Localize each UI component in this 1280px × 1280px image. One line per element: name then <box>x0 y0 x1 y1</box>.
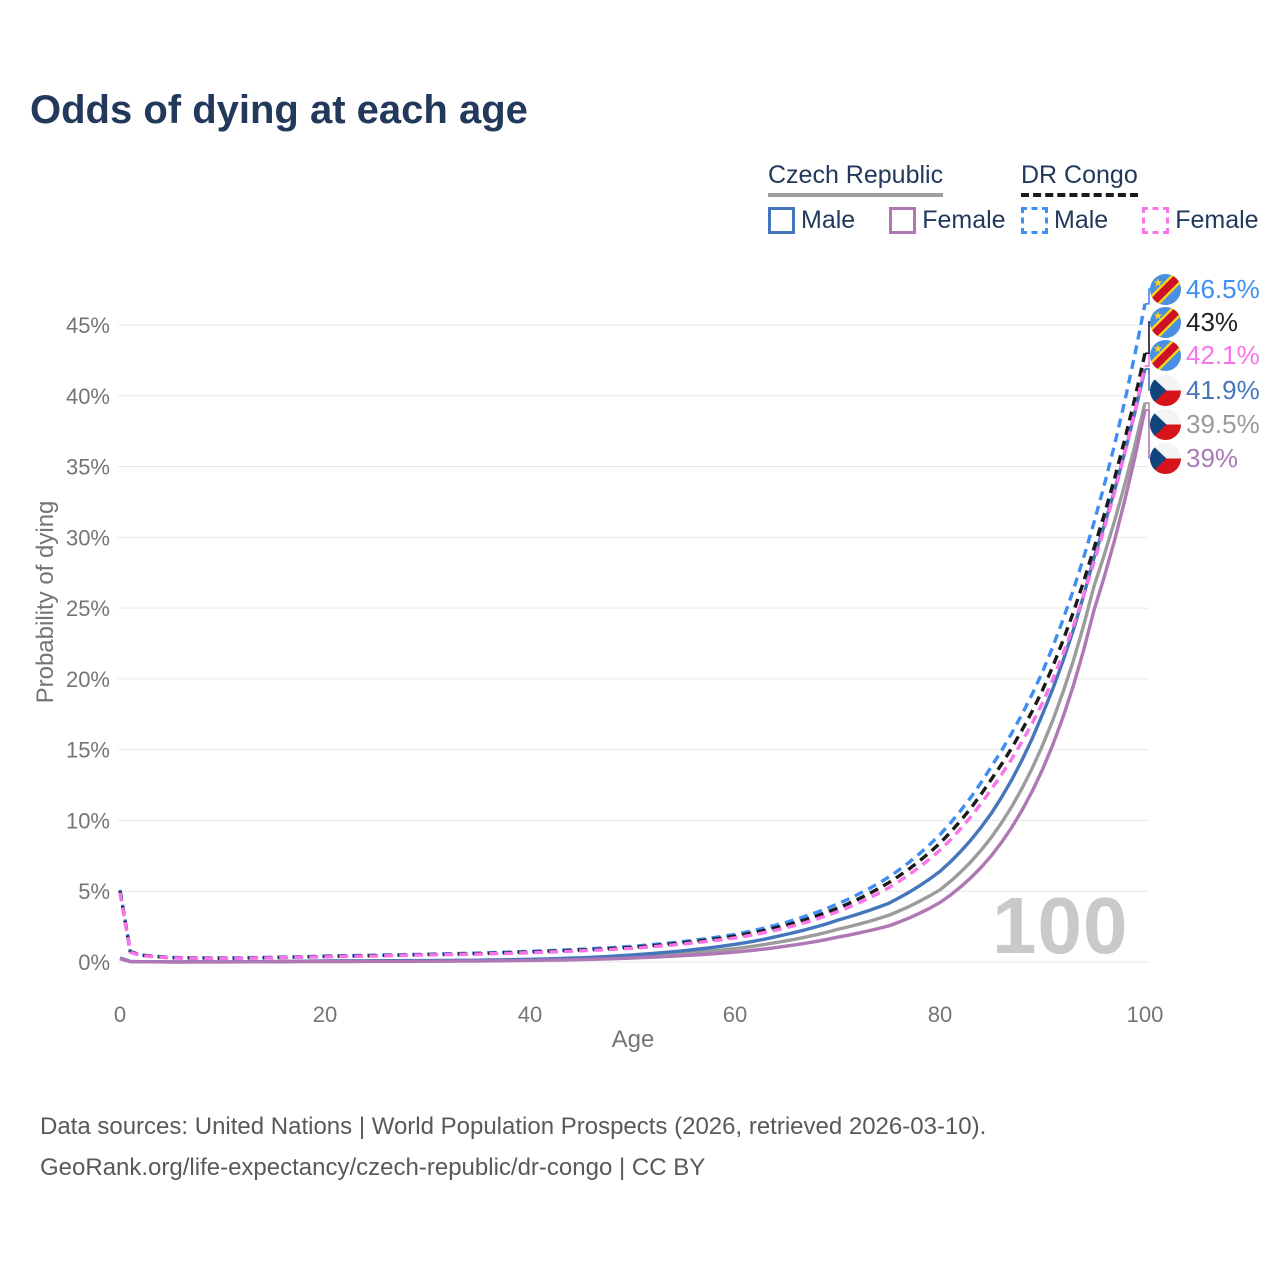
y-tick-label: 40% <box>66 384 110 409</box>
y-tick-label: 45% <box>66 313 110 338</box>
x-tick-label: 40 <box>518 1002 542 1027</box>
x-axis-title: Age <box>611 1026 655 1053</box>
y-axis-title: Probability of dying <box>32 500 59 704</box>
dr-congo-flag-icon <box>1150 307 1181 338</box>
y-tick-label: 30% <box>66 525 110 550</box>
y-tick-label: 5% <box>78 879 110 904</box>
y-tick-label: 0% <box>78 950 110 975</box>
x-tick-label: 100 <box>1127 1002 1164 1027</box>
end-label-value: 43% <box>1186 306 1239 337</box>
page-title: Odds of dying at each age <box>30 88 528 132</box>
legend-row: Male Female <box>768 206 1006 235</box>
legend-item-drc-male: Male <box>1021 206 1108 235</box>
x-tick-label: 0 <box>114 1002 126 1027</box>
end-label-value: 41.9% <box>1186 374 1260 405</box>
series-line-cz-male <box>119 368 1147 964</box>
czech-republic-flag-icon <box>1150 409 1181 440</box>
series-line-drc-both <box>118 352 1147 960</box>
drc-female-line-swatch-icon <box>1142 207 1170 234</box>
end-label-czech-both: 39.5% <box>1150 408 1260 440</box>
x-tick-label: 80 <box>928 1002 952 1027</box>
legend-row: Male Female <box>1021 206 1259 235</box>
source-line-2: GeoRank.org/life-expectancy/czech-republ… <box>40 1154 706 1181</box>
series-line-drc-female <box>118 365 1147 961</box>
legend-item-czech-female: Female <box>889 206 1006 235</box>
czech-republic-flag-icon <box>1150 443 1181 474</box>
dr-congo-flag-icon <box>1150 340 1181 371</box>
end-label-czech-male: 41.9% <box>1150 374 1260 406</box>
legend-dr-congo-label: DR Congo <box>1021 161 1138 197</box>
end-label-value: 39% <box>1186 442 1239 473</box>
watermark-100: 100 <box>992 881 1129 970</box>
dr-congo-flag-icon <box>1150 274 1181 305</box>
source-line-1: Data sources: United Nations | World Pop… <box>40 1113 987 1140</box>
end-label-value: 46.5% <box>1186 273 1260 304</box>
series-line-drc-male <box>118 303 1147 960</box>
y-tick-label: 15% <box>66 738 110 763</box>
legend-item-drc-female: Female <box>1142 206 1259 235</box>
y-tick-label: 10% <box>66 808 110 833</box>
end-label-drc-male: 46.5% <box>1150 273 1260 305</box>
end-label-value: 42.1% <box>1186 339 1260 370</box>
y-tick-label: 20% <box>66 667 110 692</box>
end-label-czech-female: 39% <box>1150 442 1238 474</box>
legend-item-czech-male: Male <box>768 206 855 235</box>
czech-republic-flag-icon <box>1150 375 1181 406</box>
end-label-drc-female: 42.1% <box>1150 339 1260 371</box>
end-label-value: 39.5% <box>1186 408 1260 439</box>
series-line-cz-both <box>119 402 1147 964</box>
y-tick-label: 25% <box>66 596 110 621</box>
drc-male-line-swatch-icon <box>1021 207 1048 234</box>
data-source-note: Data sources: United Nations | World Pop… <box>40 1106 986 1188</box>
x-tick-label: 60 <box>723 1002 747 1027</box>
legend-group-dr-congo: DR Congo Male Female <box>1021 161 1259 235</box>
end-label-drc-both: 43% <box>1150 306 1238 338</box>
legend-czech-republic-label: Czech Republic <box>768 161 944 197</box>
y-tick-label: 35% <box>66 455 110 480</box>
czech-female-line-swatch-icon <box>889 207 917 234</box>
legend-group-czech-republic: Czech Republic Male Female <box>768 161 1006 235</box>
series-line-cz-female <box>119 409 1147 964</box>
czech-male-line-swatch-icon <box>768 207 795 234</box>
x-tick-label: 20 <box>313 1002 337 1027</box>
